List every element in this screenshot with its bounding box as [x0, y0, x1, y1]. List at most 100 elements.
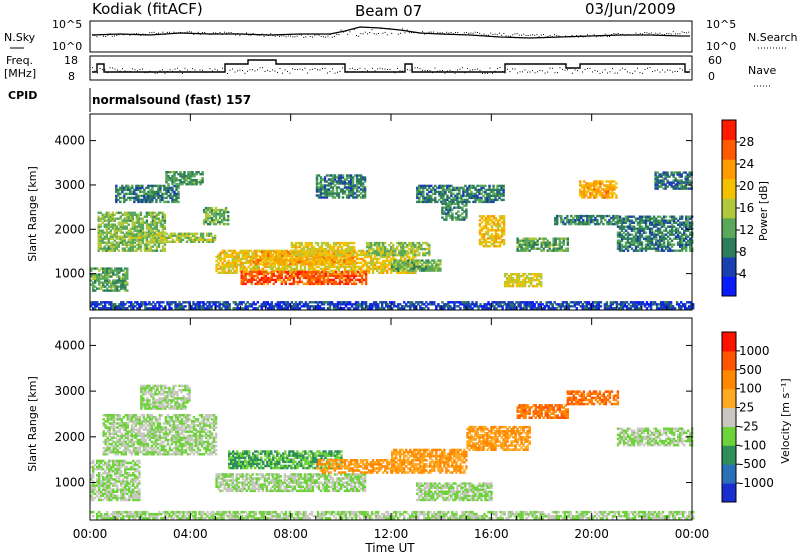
nsearch-dot [290, 35, 291, 37]
heatmap-cell [159, 240, 163, 243]
nave-dot [687, 71, 688, 73]
heatmap-cell [133, 196, 136, 200]
heatmap-cell [406, 249, 409, 253]
heatmap-cell [234, 307, 237, 310]
heatmap-cell [101, 229, 104, 232]
heatmap-cell [468, 196, 471, 200]
nave-dot [159, 70, 161, 72]
heatmap-cell [589, 303, 593, 306]
heatmap-cell [442, 188, 445, 192]
heatmap-cell [312, 253, 316, 257]
heatmap-cell [392, 249, 395, 253]
heatmap-cell [345, 257, 349, 261]
heatmap-cell [333, 258, 336, 262]
heatmap-cell [255, 267, 258, 271]
heatmap-cell [499, 301, 502, 304]
heatmap-cell [127, 186, 130, 190]
heatmap-cell [421, 263, 424, 266]
heatmap-cell [438, 184, 441, 188]
heatmap-cell [531, 301, 534, 304]
heatmap-cell [121, 231, 124, 234]
heatmap-cell [489, 307, 492, 310]
heatmap-cell [206, 216, 210, 220]
heatmap-cell [117, 227, 120, 230]
nsearch-dot [147, 34, 148, 36]
heatmap-cell [354, 272, 358, 276]
heatmap-cell [108, 273, 111, 276]
heatmap-cell [346, 274, 350, 278]
heatmap-cell [320, 251, 324, 255]
nsearch-dot [675, 33, 676, 35]
heatmap-cell [117, 190, 120, 194]
heatmap-cell [376, 253, 379, 257]
heatmap-cell [232, 301, 235, 304]
heatmap-cell [214, 222, 218, 226]
heatmap-cell [102, 269, 105, 272]
nsearch-dot [360, 33, 362, 35]
heatmap-cell [321, 267, 325, 271]
heatmap-cell [300, 272, 304, 276]
heatmap-cell [215, 263, 218, 267]
heatmap-cell [428, 186, 431, 190]
heatmap-cell [255, 258, 258, 262]
heatmap-cell [344, 280, 348, 284]
heatmap-cell [284, 307, 287, 310]
heatmap-cell [193, 175, 196, 178]
heatmap-cell [170, 303, 173, 306]
heatmap-cell [222, 214, 226, 218]
heatmap-cell [289, 250, 292, 254]
heatmap-cell [369, 241, 373, 245]
heatmap-cell [137, 229, 141, 232]
heatmap-cell [388, 267, 391, 271]
heatmap-cell [121, 186, 124, 190]
heatmap-cell [120, 269, 123, 272]
heatmap-cell [429, 261, 432, 264]
freq-label-2: [MHz] [4, 67, 36, 80]
heatmap-cell [194, 303, 197, 306]
heatmap-cell [444, 200, 447, 204]
heatmap-cell [573, 301, 576, 304]
heatmap-cell [157, 229, 161, 232]
nave-dot [339, 70, 341, 72]
heatmap-cell [310, 274, 314, 278]
heatmap-cell [501, 307, 504, 310]
heatmap-cell [323, 258, 326, 262]
heatmap-cell [304, 241, 308, 245]
heatmap-cell [331, 182, 335, 185]
heatmap-cell [428, 196, 431, 200]
heatmap-cell [427, 269, 430, 272]
heatmap-cell [309, 265, 313, 269]
heatmap-cell [156, 301, 159, 304]
heatmap-cell [412, 271, 415, 274]
heatmap-cell [219, 265, 222, 269]
nsearch-dot [314, 34, 316, 36]
heatmap-cell [345, 262, 348, 266]
heatmap-cell [469, 303, 472, 306]
heatmap-cell [395, 265, 398, 268]
heatmap-cell [273, 250, 276, 254]
heatmap-cell [154, 303, 157, 306]
heatmap-cell [371, 259, 375, 263]
heatmap-cell [416, 245, 419, 249]
nave-dot [599, 72, 601, 74]
heatmap-cell [257, 262, 260, 266]
heatmap-cell [173, 232, 177, 235]
heatmap-cell [435, 305, 438, 308]
heatmap-cell [367, 251, 371, 255]
heatmap-cell [678, 305, 681, 308]
heatmap-cell [313, 256, 316, 260]
heatmap-cell [98, 307, 101, 310]
heatmap-cell [251, 255, 254, 259]
heatmap-cell [97, 247, 100, 250]
heatmap-cell [430, 194, 433, 198]
heatmap-cell [231, 271, 234, 274]
heatmap-cell [329, 256, 332, 260]
nsearch-dot [285, 36, 287, 38]
heatmap-cell [360, 301, 364, 304]
heatmap-cell [332, 305, 336, 308]
heatmap-cell [331, 194, 335, 197]
heatmap-cell [243, 255, 246, 259]
heatmap-cell [113, 227, 116, 230]
heatmap-cell [304, 272, 308, 276]
heatmap-cell [440, 196, 443, 200]
